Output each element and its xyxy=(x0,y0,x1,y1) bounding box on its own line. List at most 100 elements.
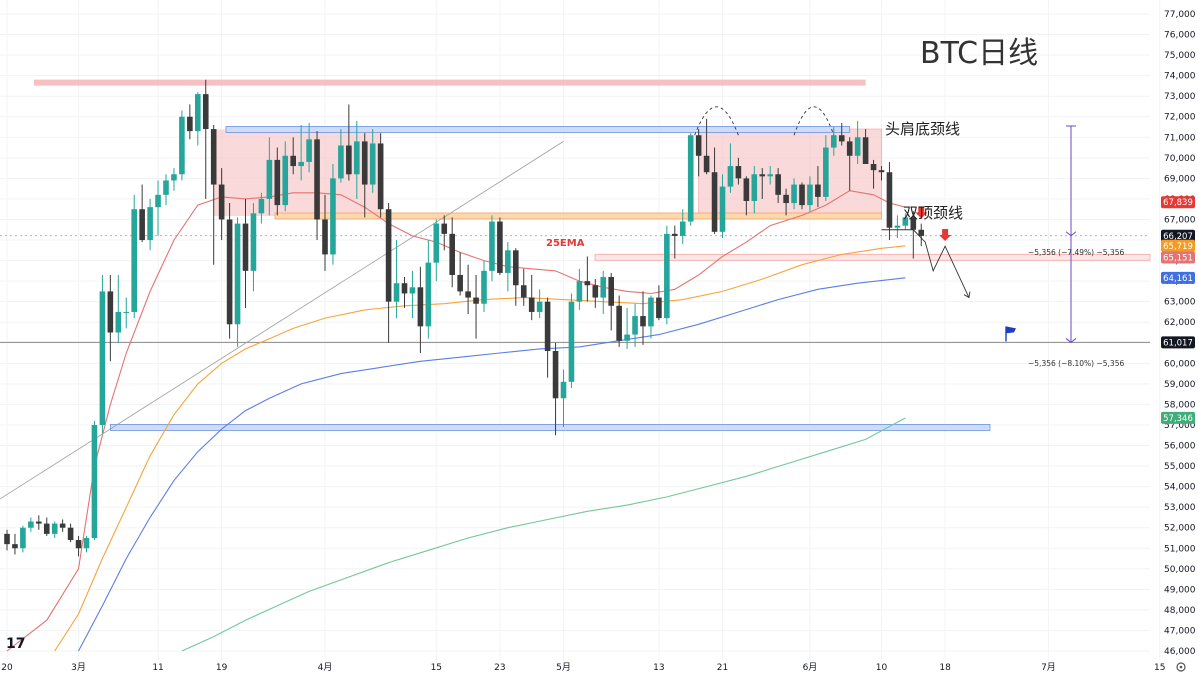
candle xyxy=(894,215,901,238)
candle xyxy=(854,120,861,165)
candle-body xyxy=(147,207,153,241)
candle xyxy=(735,157,742,185)
candle xyxy=(28,517,34,532)
candle xyxy=(528,274,535,321)
candle-body xyxy=(862,137,869,165)
candle-body xyxy=(354,141,360,175)
candle-body xyxy=(441,223,448,234)
right-range-box xyxy=(698,128,882,217)
y-tick-label: 57,000 xyxy=(1164,421,1196,431)
projection-arrow-path xyxy=(881,229,970,298)
candle-body xyxy=(886,172,893,228)
candle xyxy=(846,137,853,191)
y-tick-label: 73,000 xyxy=(1164,92,1196,102)
candle xyxy=(831,127,837,156)
candle-body xyxy=(584,281,591,286)
candle xyxy=(656,285,662,321)
candle-body xyxy=(187,116,193,132)
candle-body xyxy=(417,287,424,327)
support-band-57k xyxy=(109,424,991,431)
candle xyxy=(330,164,336,265)
candle-body xyxy=(12,544,18,549)
settings-gear-icon[interactable] xyxy=(1176,662,1186,672)
candle-body xyxy=(775,174,781,195)
candle-body xyxy=(218,184,225,220)
candle xyxy=(799,182,805,210)
candle xyxy=(83,535,90,553)
candle-body xyxy=(361,141,368,185)
x-tick-label: 19 xyxy=(216,663,228,673)
candle-body xyxy=(528,297,535,312)
candle xyxy=(608,272,614,331)
price-axis[interactable]: 46,000 47,000 48,000 49,000 50,000 51,000 52,0… xyxy=(1164,10,1196,657)
candle-body xyxy=(854,137,861,156)
candle xyxy=(902,213,909,230)
candle-body xyxy=(401,283,408,294)
y-tick-label: 49,000 xyxy=(1164,585,1196,595)
candle xyxy=(449,217,455,288)
candle xyxy=(401,277,408,308)
candle-body xyxy=(139,209,145,241)
candle xyxy=(679,209,686,245)
candle-body xyxy=(560,381,567,399)
price-tag-box xyxy=(1161,229,1195,242)
candle xyxy=(195,92,201,146)
y-tick-label: 76,000 xyxy=(1164,31,1196,41)
head-arc xyxy=(793,106,835,136)
candle-body xyxy=(314,139,320,220)
candle-body xyxy=(640,316,646,327)
candle xyxy=(393,240,400,319)
candle xyxy=(409,270,416,319)
candle xyxy=(616,295,622,347)
y-tick-label: 52,000 xyxy=(1164,524,1196,534)
candle-body xyxy=(608,277,614,306)
candle-body xyxy=(107,291,114,333)
candle-body xyxy=(91,424,98,538)
candle-body xyxy=(290,155,296,167)
y-tick-label: 51,000 xyxy=(1164,544,1196,554)
candle-body xyxy=(624,334,630,341)
price-tag: 57,346 xyxy=(1161,411,1195,424)
candle xyxy=(870,159,877,189)
projection-arrowhead xyxy=(963,291,971,299)
candle-body xyxy=(513,250,519,286)
time-axis[interactable]: 2203月11194月15235月13216月10187月1523 xyxy=(0,662,1198,673)
candle xyxy=(210,124,217,265)
x-tick-label: 10 xyxy=(876,663,888,673)
candle xyxy=(513,248,519,306)
candle xyxy=(727,143,734,193)
y-tick-label: 48,000 xyxy=(1164,606,1196,616)
candle xyxy=(632,303,638,347)
x-tick-label: 18 xyxy=(939,663,951,673)
candle xyxy=(473,274,479,339)
measure-top-note: −5,356 (−7.49%) −5,356 xyxy=(1028,248,1124,257)
price-tag-label: 61,017 xyxy=(1163,338,1193,348)
candle-body xyxy=(99,291,106,425)
y-tick-label: 54,000 xyxy=(1164,483,1196,493)
x-tick-label: 23 xyxy=(494,663,505,673)
measure-arrow-bottom xyxy=(1065,338,1077,344)
candle-body xyxy=(322,219,328,255)
candle xyxy=(489,215,495,282)
candle-body xyxy=(838,135,845,142)
candle-body xyxy=(656,297,662,319)
candle xyxy=(425,240,432,339)
candle-body xyxy=(258,198,265,214)
y-tick-label: 59,000 xyxy=(1164,380,1196,390)
candle xyxy=(648,295,654,339)
y-tick-label: 47,000 xyxy=(1164,626,1196,636)
price-tag: 66,207 xyxy=(1161,229,1195,242)
candle xyxy=(171,168,177,191)
candle xyxy=(338,129,344,183)
candle-body xyxy=(393,283,400,302)
candle-body xyxy=(632,316,638,335)
candle-body xyxy=(123,311,130,313)
candle-body xyxy=(600,277,607,298)
candle-body xyxy=(226,219,233,325)
x-tick-label: 3月 xyxy=(71,662,86,673)
candle-body xyxy=(298,161,304,167)
candle-body xyxy=(743,178,750,201)
candle-body xyxy=(409,287,416,294)
candle-body xyxy=(202,94,209,130)
